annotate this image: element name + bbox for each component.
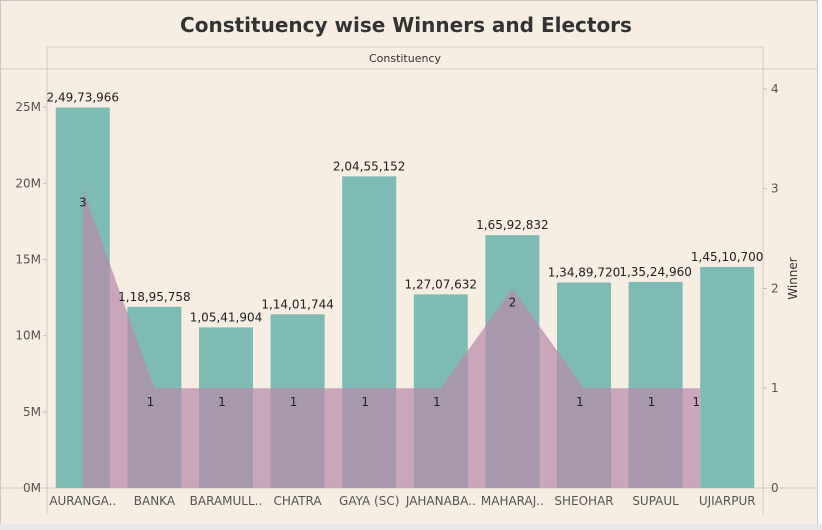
right-axis-tick-label: 4 xyxy=(771,82,779,96)
x-axis-category-label: AURANGA.. xyxy=(49,494,116,508)
x-axis-category-label: BANKA xyxy=(134,494,176,508)
bar-value-label: 1,05,41,904 xyxy=(190,310,263,324)
bar-value-label: 1,18,95,758 xyxy=(118,290,191,304)
right-axis-tick-label: 0 xyxy=(771,481,779,495)
left-axis-tick-label: 20M xyxy=(15,176,41,190)
x-axis-category-label: GAYA (SC) xyxy=(339,494,399,508)
column-header-label: Constituency xyxy=(368,52,442,65)
area-value-label: 2 xyxy=(509,295,517,309)
bar-value-label: 1,27,07,632 xyxy=(405,277,478,291)
right-axis-tick-label: 1 xyxy=(771,381,779,395)
chart-title: Constituency wise Winners and Electors xyxy=(180,13,632,37)
bar-value-label: 2,49,73,966 xyxy=(47,90,120,104)
bar-value-label: 1,45,10,700 xyxy=(691,250,764,264)
x-axis-category-label: SUPAUL xyxy=(632,494,679,508)
area-value-label: 1 xyxy=(361,395,369,409)
area-value-label: 1 xyxy=(648,395,656,409)
left-axis-tick-label: 0M xyxy=(23,481,41,495)
bar-electors xyxy=(700,266,755,488)
right-axis-tick-label: 3 xyxy=(771,182,779,196)
area-value-label: 1 xyxy=(290,395,298,409)
area-value-label: 1 xyxy=(692,395,700,409)
bottom-scroll-strip xyxy=(0,524,822,530)
bar-value-label: 1,14,01,744 xyxy=(261,297,334,311)
area-value-label: 1 xyxy=(147,395,155,409)
bar-value-label: 2,04,55,152 xyxy=(333,159,406,173)
x-axis-category-label: SHEOHAR xyxy=(554,494,613,508)
area-winners xyxy=(82,188,701,488)
x-axis-category-label: BARAMULL.. xyxy=(190,494,263,508)
bar-value-label: 1,65,92,832 xyxy=(476,218,549,232)
left-axis-tick-label: 25M xyxy=(15,100,41,114)
x-axis-category-label: CHATRA xyxy=(274,494,323,508)
right-axis-title: Winner xyxy=(786,257,800,300)
x-axis-category-label: MAHARAJ.. xyxy=(481,494,544,508)
area-value-label: 1 xyxy=(433,395,441,409)
left-axis-tick-label: 15M xyxy=(15,252,41,266)
x-axis-category-label: UJIARPUR xyxy=(699,494,756,508)
bar-value-label: 1,35,24,960 xyxy=(619,265,692,279)
right-axis-tick-label: 2 xyxy=(771,281,779,295)
x-axis-category-label: JAHANABA.. xyxy=(405,494,476,508)
area-value-label: 1 xyxy=(218,395,226,409)
left-axis-tick-label: 10M xyxy=(15,329,41,343)
bar-value-label: 1,34,89,720 xyxy=(548,265,621,279)
area-value-label: 3 xyxy=(79,196,87,210)
left-axis-tick-label: 5M xyxy=(23,405,41,419)
area-value-label: 1 xyxy=(576,395,584,409)
